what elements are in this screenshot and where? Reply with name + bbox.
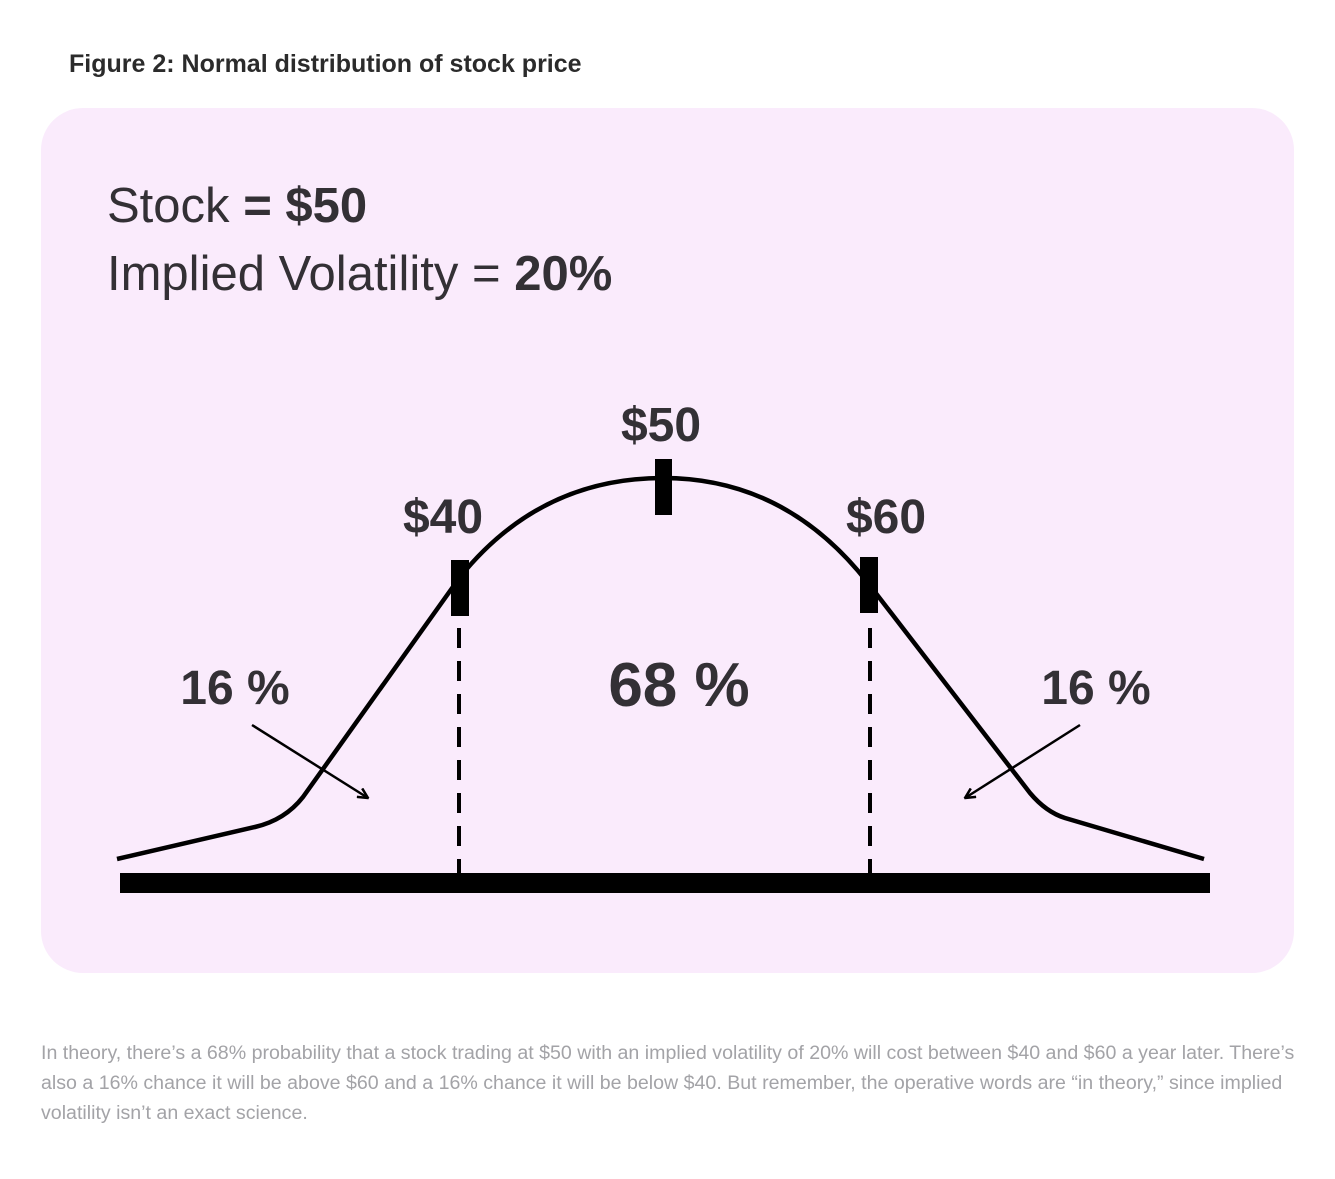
- middle-probability-label: 68 %: [608, 651, 749, 720]
- stock-price-line: Stock = $50: [107, 182, 367, 231]
- stock-value: = $50: [243, 179, 368, 233]
- price-label-40: $40: [403, 491, 483, 544]
- implied-volatility-label: Implied Volatility =: [107, 247, 501, 301]
- baseline-axis: [120, 873, 1210, 893]
- figure-caption: In theory, there’s a 68% probability tha…: [41, 1041, 1295, 1124]
- stock-label: Stock: [107, 179, 230, 233]
- right-tail-arrow: [965, 723, 1081, 798]
- right-tail-probability-label: 16 %: [1041, 662, 1150, 715]
- tick-mark-40: [451, 560, 469, 616]
- price-label-50: $50: [621, 399, 701, 452]
- tick-mark-60: [860, 557, 878, 613]
- figure-title: Figure 2: Normal distribution of stock p…: [69, 50, 582, 78]
- implied-volatility-line: Implied Volatility = 20%: [107, 250, 612, 299]
- left-tail-probability-label: 16 %: [180, 662, 289, 715]
- left-tail-arrow: [251, 723, 368, 798]
- tick-mark-50: [655, 459, 672, 515]
- implied-volatility-value: 20%: [514, 247, 613, 301]
- price-label-60: $60: [846, 491, 926, 544]
